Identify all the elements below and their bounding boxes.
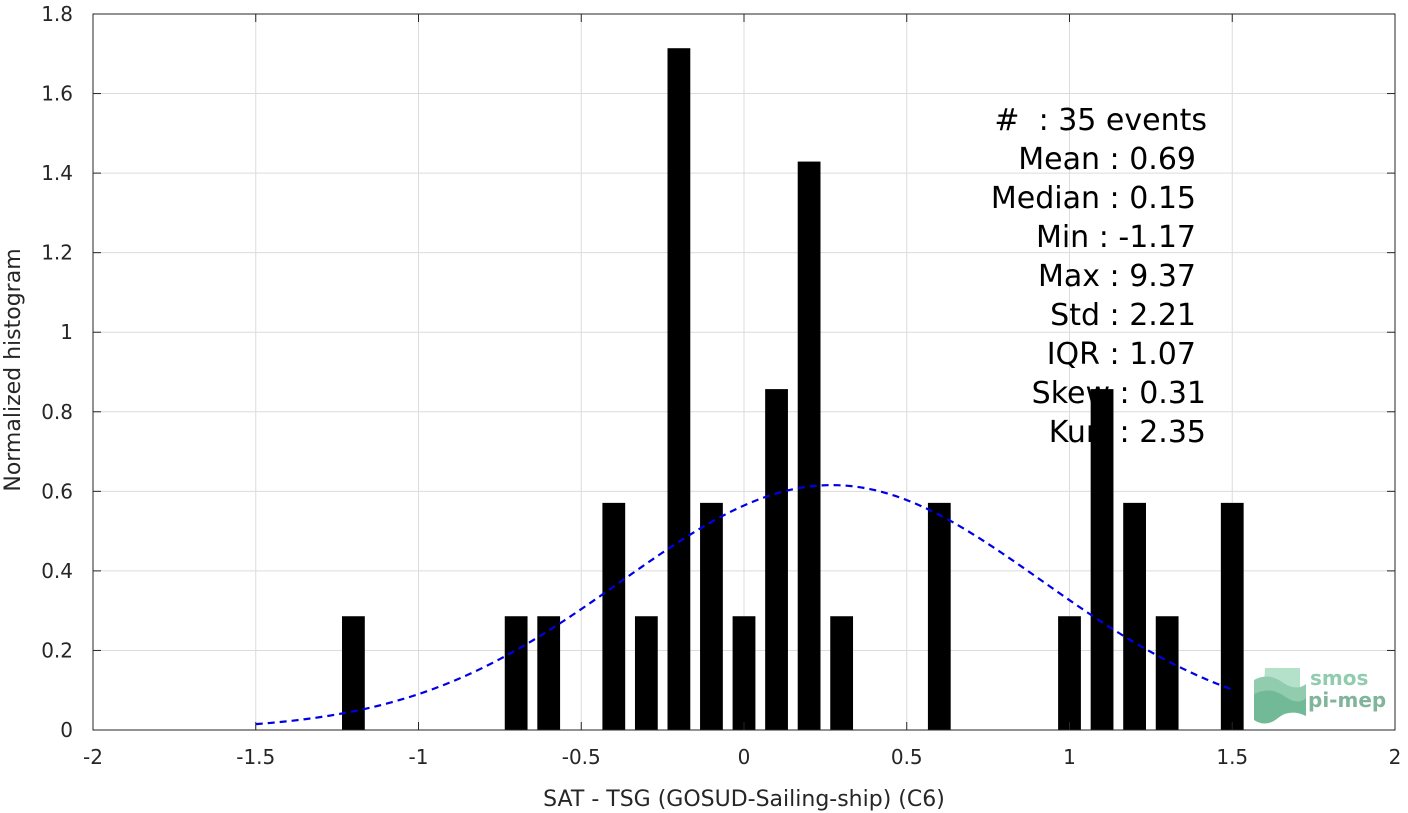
y-tick-label: 0.8 xyxy=(41,400,73,424)
histogram-bar xyxy=(667,48,691,731)
histogram-bars xyxy=(342,48,1244,731)
x-tick-label: -0.5 xyxy=(562,745,601,769)
y-tick-label: 1.8 xyxy=(41,2,73,26)
histogram-bar xyxy=(1220,502,1244,730)
x-tick-label: 0.5 xyxy=(891,745,923,769)
x-tick-label: 1.5 xyxy=(1216,745,1248,769)
y-tick-label: 0.4 xyxy=(41,559,73,583)
x-axis-label: SAT - TSG (GOSUD-Sailing-ship) (C6) xyxy=(543,787,945,812)
y-tick-label: 1.2 xyxy=(41,241,73,265)
histogram-bar xyxy=(504,616,528,730)
y-tick-label: 1 xyxy=(60,320,73,344)
histogram-bar xyxy=(634,616,658,730)
logo-text-smos: smos xyxy=(1310,666,1368,690)
y-tick-label: 0 xyxy=(60,718,73,742)
histogram-bar xyxy=(1155,616,1179,730)
x-tick-label: -2 xyxy=(83,745,103,769)
y-tick-label: 0.2 xyxy=(41,638,73,662)
y-tick-label: 1.4 xyxy=(41,161,73,185)
histogram-bar xyxy=(700,502,723,730)
histogram-bar xyxy=(765,389,788,730)
y-tick-label: 0.6 xyxy=(41,479,73,503)
gaussian-fit-curve xyxy=(255,484,1233,726)
x-tick-label: 0 xyxy=(738,745,751,769)
y-axis-ticks: 0 0.2 0.4 0.6 0.8 1 1.2 1.4 1.6 1.8 xyxy=(41,2,1395,742)
y-axis-label: Normalized histogram xyxy=(1,248,26,491)
statistics-box: # : 35 events Mean : 0.69 Median : 0.15 … xyxy=(991,103,1207,450)
histogram-bar xyxy=(602,502,626,730)
stat-max: Max : 9.37 xyxy=(1038,259,1196,294)
stat-skew: Skew : 0.31 xyxy=(1032,376,1206,411)
histogram-bar xyxy=(1058,616,1081,730)
y-tick-label: 1.6 xyxy=(41,82,73,106)
histogram-bar xyxy=(1090,389,1114,730)
stat-median: Median : 0.15 xyxy=(991,181,1196,216)
histogram-bar xyxy=(537,616,561,730)
histogram-bar xyxy=(732,616,756,730)
stat-kurt: Kurt : 2.35 xyxy=(1049,415,1206,450)
stat-std: Std : 2.21 xyxy=(1050,298,1196,333)
stat-mean: Mean : 0.69 xyxy=(1018,142,1196,177)
histogram-bar xyxy=(1123,502,1146,730)
histogram-bar xyxy=(797,161,821,730)
x-axis-ticks: -2 -1.5 -1 -0.5 0 0.5 1 1.5 2 xyxy=(83,14,1401,769)
x-tick-label: -1 xyxy=(409,745,429,769)
histogram-bar xyxy=(927,502,951,730)
wave-logo-icon xyxy=(1254,668,1306,724)
logo-text-pimep: pi-mep xyxy=(1308,688,1386,712)
stat-iqr: IQR : 1.07 xyxy=(1047,337,1196,372)
x-tick-label: 1 xyxy=(1063,745,1076,769)
grid-lines xyxy=(92,13,1396,731)
stat-events: # : 35 events xyxy=(994,103,1207,138)
stat-min: Min : -1.17 xyxy=(1036,220,1196,255)
histogram-bar xyxy=(342,616,365,730)
smos-pi-mep-logo: smos pi-mep xyxy=(1254,666,1386,724)
x-tick-label: 2 xyxy=(1389,745,1402,769)
histogram-bar xyxy=(830,616,854,730)
x-tick-label: -1.5 xyxy=(236,745,275,769)
